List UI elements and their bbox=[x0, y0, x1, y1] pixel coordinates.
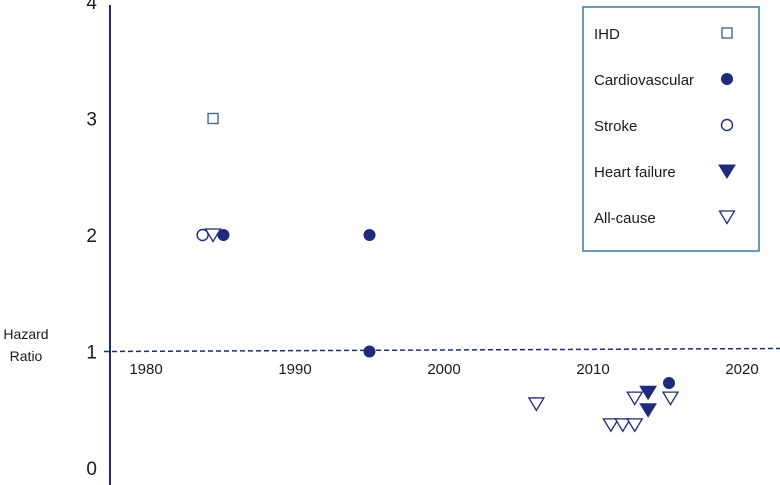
legend-marker-cardiovascular bbox=[721, 73, 733, 85]
legend-label-all-cause: All-cause bbox=[594, 210, 656, 227]
point-cardiovascular bbox=[363, 345, 376, 358]
point-heart-failure bbox=[639, 403, 658, 418]
point-cardiovascular bbox=[363, 229, 376, 241]
legend-marker-ihd bbox=[721, 27, 733, 39]
legend-label-ihd: IHD bbox=[594, 26, 620, 43]
reference-line bbox=[103, 347, 780, 353]
y-tick-label: 0 bbox=[86, 459, 97, 480]
point-all-cause bbox=[661, 391, 680, 406]
legend-label-cardiovascular: Cardiovascular bbox=[594, 72, 694, 89]
point-all-cause bbox=[614, 418, 632, 433]
x-tick-label: 1980 bbox=[129, 361, 162, 378]
legend-label-heart-failure: Heart failure bbox=[594, 164, 676, 181]
point-ihd bbox=[207, 112, 219, 125]
legend-marker-heart-failure bbox=[718, 164, 736, 179]
legend-label-stroke: Stroke bbox=[594, 118, 637, 135]
x-tick-label: 2020 bbox=[725, 361, 758, 378]
point-cardiovascular bbox=[662, 376, 675, 389]
legend-marker-all-cause bbox=[718, 210, 736, 225]
x-tick-label: 2000 bbox=[427, 361, 460, 378]
point-all-cause bbox=[626, 418, 644, 433]
y-tick-label: 3 bbox=[86, 110, 97, 131]
point-all-cause bbox=[626, 391, 644, 406]
y-axis-label: Ratio bbox=[10, 348, 43, 364]
point-all-cause bbox=[602, 418, 620, 433]
point-stroke bbox=[196, 228, 209, 242]
point-all-cause bbox=[527, 397, 546, 412]
y-tick-label: 1 bbox=[86, 343, 97, 364]
y-tick-label: 2 bbox=[86, 226, 97, 247]
legend-marker-stroke bbox=[720, 118, 734, 132]
point-cardiovascular bbox=[217, 229, 230, 241]
point-heart-failure bbox=[639, 385, 658, 401]
point-all-cause bbox=[204, 228, 222, 243]
x-tick-label: 1990 bbox=[278, 361, 311, 378]
y-tick-label: 4 bbox=[86, 0, 97, 14]
y-axis-label: Hazard bbox=[3, 326, 48, 342]
x-tick-label: 2010 bbox=[576, 361, 609, 378]
